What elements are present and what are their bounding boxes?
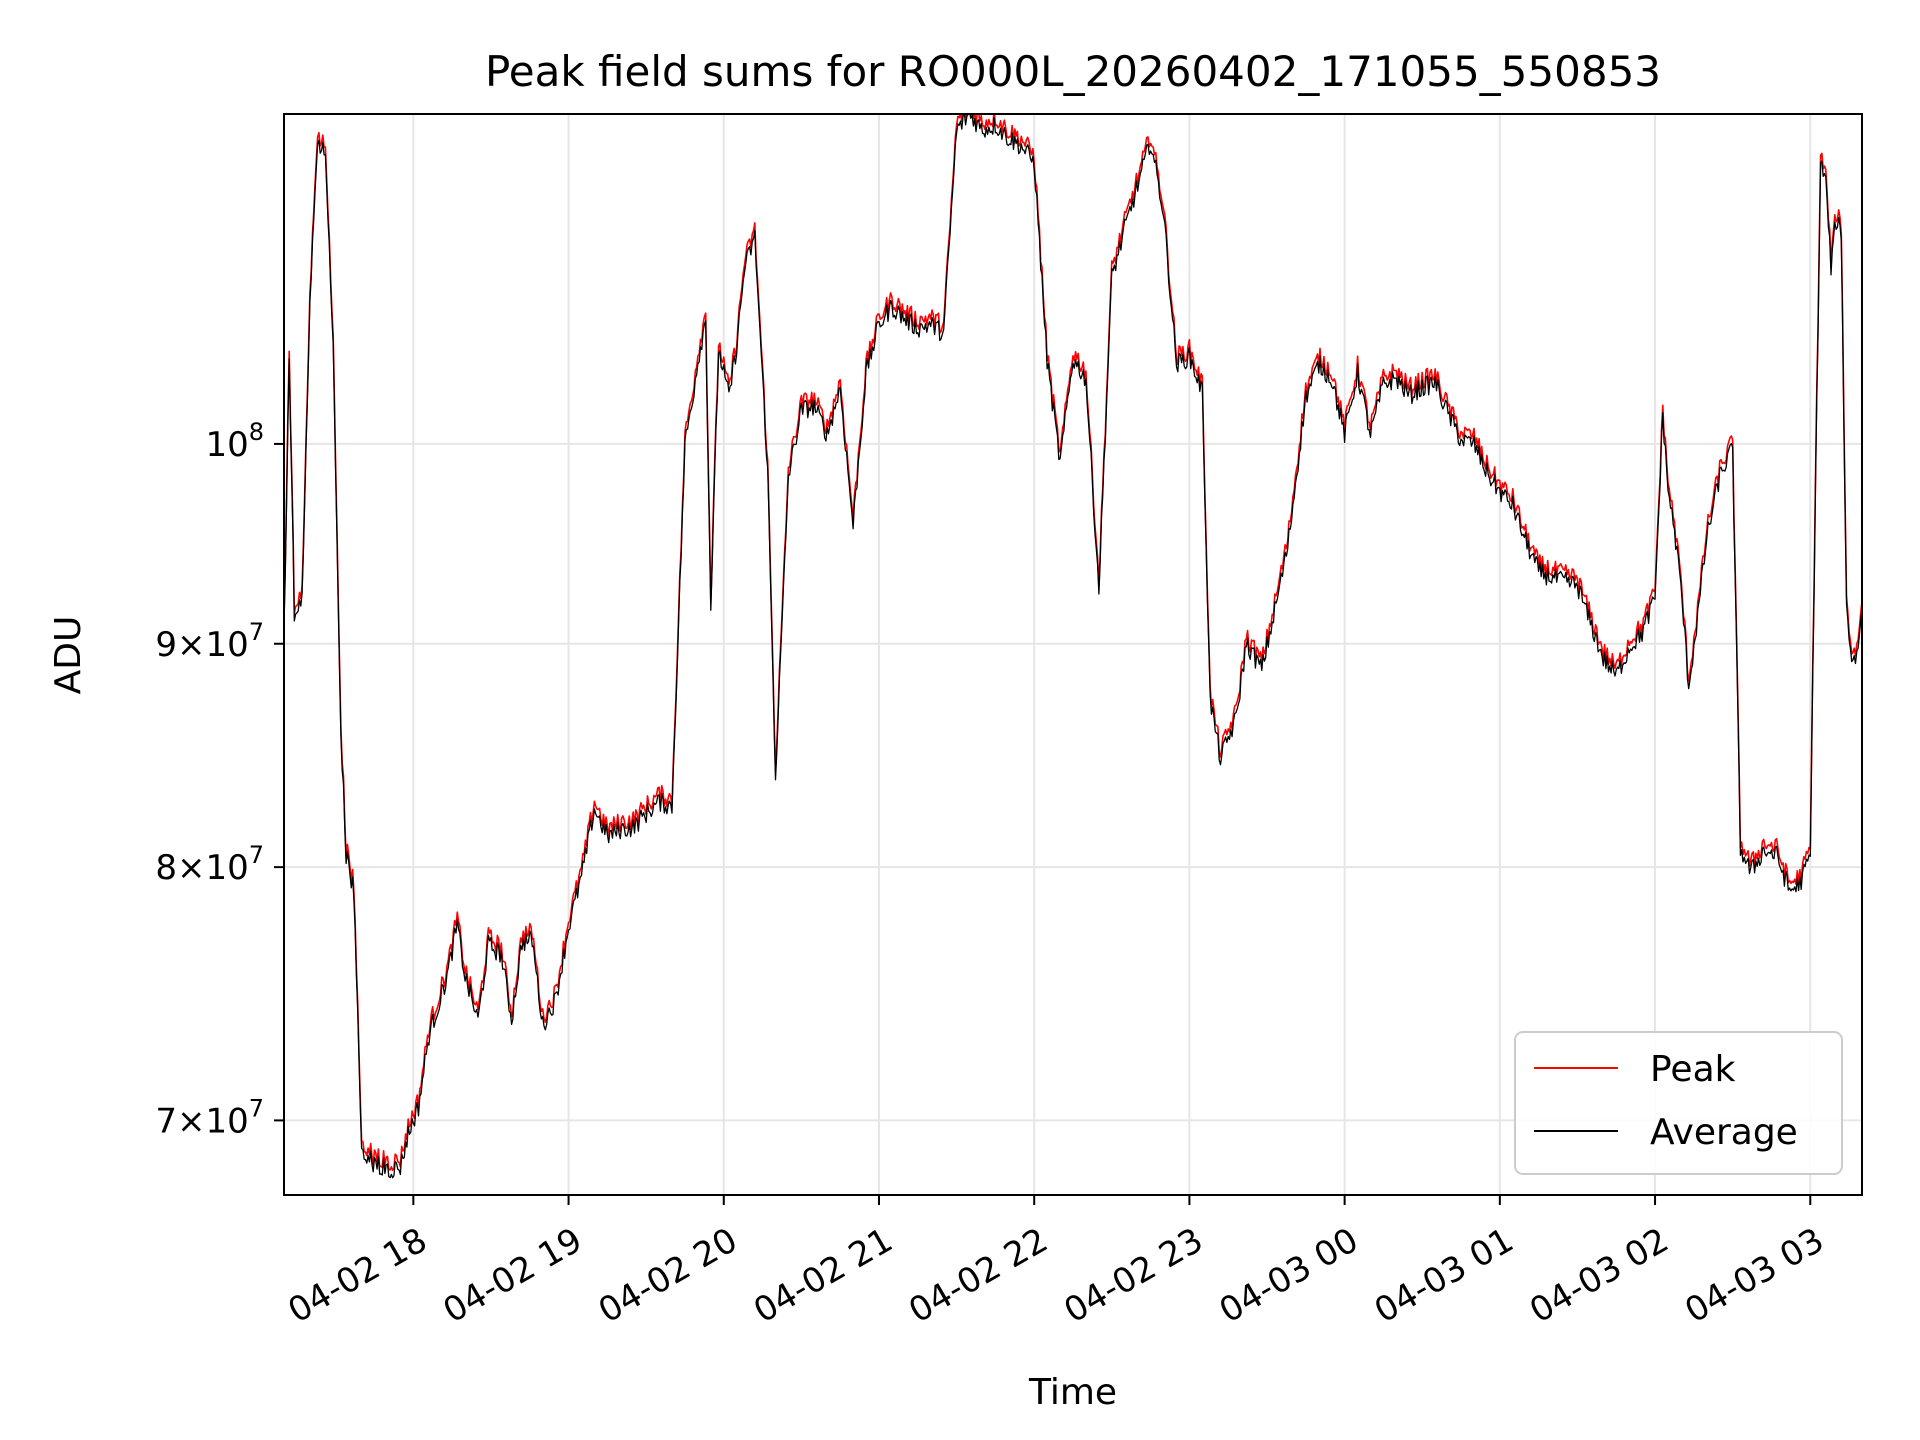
series-layer — [284, 114, 1862, 1179]
legend-label-peak: Peak — [1650, 1049, 1736, 1090]
legend-label-average: Average — [1650, 1112, 1798, 1153]
y-axis: 7×107 8×107 9×107 108 — [155, 418, 284, 1141]
y-tick-label-2: 9×107 — [155, 618, 264, 665]
series-line-average — [284, 114, 1862, 1179]
y-tick-label-3: 108 — [205, 418, 264, 465]
series-line-peak — [284, 114, 1862, 1171]
legend: Peak Average — [1514, 1031, 1843, 1175]
plot-frame — [283, 113, 1863, 1196]
y-tick-label-0: 7×107 — [155, 1094, 264, 1141]
y-tick-label-1: 8×107 — [155, 841, 264, 888]
x-axis-label: Time — [1028, 1372, 1117, 1413]
y-axis-label: ADU — [48, 616, 89, 695]
chart-title: Peak field sums for RO000L_20260402_1710… — [485, 47, 1661, 96]
